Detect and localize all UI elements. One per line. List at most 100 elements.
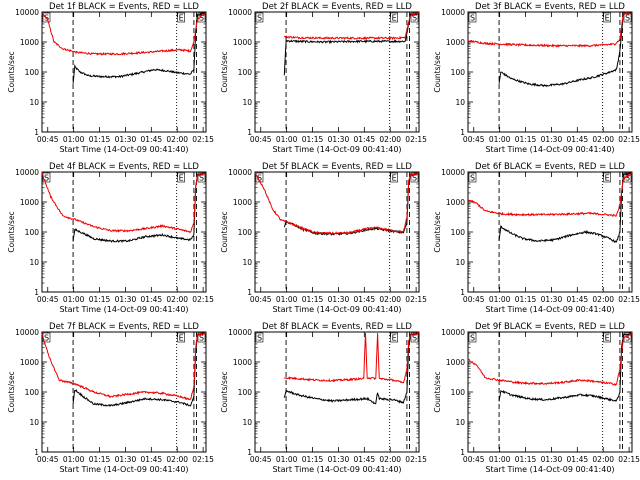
panel-det-7f: Det 7f BLACK = Events, RED = LLD 1 10 100 10… [7, 322, 214, 474]
marker-label: S [44, 334, 49, 343]
x-tick-label: 01:45 [567, 135, 589, 144]
y-tick-label: 10000 [441, 168, 465, 177]
x-tick-label: 01:30 [328, 135, 350, 144]
series-events-line [498, 332, 633, 402]
y-tick-label: 10 [29, 258, 39, 267]
plot-frame [41, 331, 207, 453]
x-tick-label: 00:45 [37, 455, 59, 464]
y-tick-label: 1 [34, 288, 39, 297]
series-events-line [72, 172, 207, 244]
y-tick-label: 10 [242, 258, 252, 267]
series-lld-line [467, 11, 633, 48]
y-tick-label: 10 [242, 98, 252, 107]
marker-label: S [412, 334, 417, 343]
x-tick-label: 01:45 [567, 455, 589, 464]
x-tick-label: 02:00 [592, 295, 614, 304]
x-tick-label: 02:15 [192, 455, 214, 464]
x-tick-label: 01:15 [89, 135, 111, 144]
x-tick-label: 02:15 [618, 295, 640, 304]
y-tick-label: 10000 [441, 8, 465, 17]
y-tick-label: 1000 [233, 38, 252, 47]
x-axis-label: Start Time (14-Oct-09 00:41:40) [272, 145, 401, 154]
panel-det-1f: Det 1f BLACK = Events, RED = LLD 1 10 100 10… [7, 2, 214, 154]
x-tick-label: 01:15 [89, 455, 111, 464]
x-axis-label: Start Time (14-Oct-09 00:41:40) [272, 465, 401, 474]
marker-label: S [470, 334, 475, 343]
x-tick-label: 01:00 [63, 295, 85, 304]
chart-title: Det 4f BLACK = Events, RED = LLD [49, 162, 199, 172]
x-tick-label: 00:45 [37, 295, 59, 304]
x-tick-label: 01:15 [515, 295, 537, 304]
marker-box [390, 332, 398, 343]
x-tick-label: 01:00 [276, 455, 298, 464]
y-axis-label: Counts/sec [433, 211, 442, 252]
x-tick-label: 01:00 [276, 135, 298, 144]
y-tick-label: 10 [455, 258, 465, 267]
x-axis-label: Start Time (14-Oct-09 00:41:40) [59, 465, 188, 474]
x-tick-label: 01:00 [489, 455, 511, 464]
y-tick-label: 1000 [233, 198, 252, 207]
x-tick-label: 02:00 [166, 455, 188, 464]
marker-box [603, 12, 611, 23]
marker-box [255, 332, 264, 343]
marker-label: S [257, 334, 262, 343]
x-axis-label: Start Time (14-Oct-09 00:41:40) [59, 305, 188, 314]
marker-label: S [199, 334, 204, 343]
y-tick-label: 1000 [233, 358, 252, 367]
x-tick-label: 01:45 [141, 135, 163, 144]
chart-title: Det 9f BLACK = Events, RED = LLD [475, 322, 625, 332]
marker-box [255, 12, 264, 23]
x-tick-label: 00:45 [463, 295, 485, 304]
chart-title: Det 2f BLACK = Events, RED = LLD [262, 2, 412, 12]
panel-det-4f: Det 4f BLACK = Events, RED = LLD 1 10 100 10… [7, 162, 214, 314]
y-tick-label: 10000 [228, 168, 252, 177]
y-tick-label: 10000 [15, 168, 39, 177]
y-tick-label: 100 [25, 68, 40, 77]
marker-label: E [605, 334, 610, 343]
x-tick-label: 00:45 [37, 135, 59, 144]
marker-label: S [625, 14, 630, 23]
marker-box [410, 12, 419, 23]
y-tick-label: 100 [451, 68, 466, 77]
plot-frame [467, 171, 633, 293]
y-tick-label: 100 [238, 68, 253, 77]
marker-label: S [199, 14, 204, 23]
x-tick-label: 02:00 [592, 455, 614, 464]
y-tick-label: 1 [34, 128, 39, 137]
marker-box [603, 332, 611, 343]
y-tick-label: 1 [34, 448, 39, 457]
y-tick-label: 100 [451, 388, 466, 397]
y-tick-label: 1000 [20, 358, 39, 367]
series-lld-line [467, 172, 633, 217]
marker-box [390, 172, 398, 183]
x-tick-label: 02:15 [405, 455, 427, 464]
x-tick-label: 02:00 [166, 295, 188, 304]
y-tick-label: 1000 [446, 198, 465, 207]
y-tick-label: 1000 [20, 38, 39, 47]
chart-title: Det 5f BLACK = Events, RED = LLD [262, 162, 412, 172]
marker-box [468, 12, 477, 23]
x-axis-label: Start Time (14-Oct-09 00:41:40) [272, 305, 401, 314]
x-tick-label: 02:15 [405, 295, 427, 304]
x-tick-label: 01:15 [89, 295, 111, 304]
series-lld-line [284, 11, 420, 41]
marker-label: S [470, 174, 475, 183]
x-tick-label: 01:00 [63, 455, 85, 464]
x-tick-label: 01:45 [354, 295, 376, 304]
series-events-line [72, 332, 207, 408]
x-tick-label: 02:15 [192, 295, 214, 304]
series-events-line [498, 171, 633, 243]
x-tick-label: 00:45 [463, 455, 485, 464]
x-tick-label: 02:00 [379, 455, 401, 464]
x-tick-label: 02:00 [379, 295, 401, 304]
x-tick-label: 01:45 [567, 295, 589, 304]
y-tick-label: 10000 [15, 328, 39, 337]
x-tick-label: 01:30 [328, 455, 350, 464]
panel-det-3f: Det 3f BLACK = Events, RED = LLD 1 10 100 10… [433, 2, 640, 154]
x-tick-label: 01:30 [541, 295, 563, 304]
chart-title: Det 8f BLACK = Events, RED = LLD [262, 322, 412, 332]
x-tick-label: 02:15 [405, 135, 427, 144]
x-tick-label: 01:15 [515, 455, 537, 464]
x-tick-label: 02:00 [592, 135, 614, 144]
